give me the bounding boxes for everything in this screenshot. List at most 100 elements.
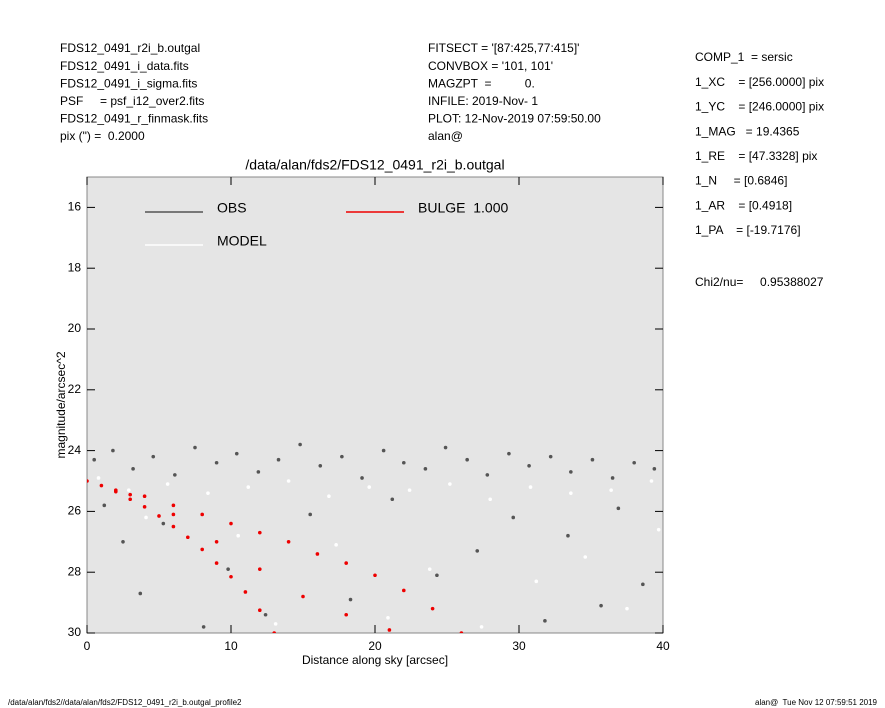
point <box>200 512 204 517</box>
point <box>243 590 248 594</box>
point <box>273 622 278 626</box>
point <box>344 612 349 617</box>
point <box>131 467 135 471</box>
point <box>138 591 143 596</box>
point <box>173 473 177 477</box>
point <box>308 512 313 517</box>
x-tick-label: 30 <box>512 639 526 653</box>
point <box>485 473 490 477</box>
point <box>142 505 147 509</box>
point <box>348 597 353 602</box>
y-axis-label: magnitude/arcsec^2 <box>54 351 68 458</box>
point <box>430 606 435 611</box>
header-line: FDS12_0491_r_finmask.fits <box>60 112 208 126</box>
point <box>402 460 406 465</box>
point <box>263 612 268 617</box>
points <box>87 442 661 633</box>
point <box>229 521 233 526</box>
chi2: Chi2/nu= 0.95388027 <box>695 275 824 289</box>
point <box>507 451 511 456</box>
point <box>649 479 654 483</box>
point <box>590 457 595 462</box>
header-line: INFILE: 2019-Nov- 1 <box>428 94 538 108</box>
point <box>126 488 131 492</box>
point <box>511 515 516 520</box>
point <box>327 494 331 499</box>
point <box>488 497 493 502</box>
point <box>656 527 661 532</box>
point <box>286 479 291 483</box>
point <box>258 530 262 535</box>
point <box>381 448 386 453</box>
point <box>301 594 305 599</box>
header-line: PLOT: 12-Nov-2019 07:59:50.00 <box>428 112 601 126</box>
point <box>423 467 428 471</box>
point <box>99 483 104 488</box>
point <box>171 512 176 517</box>
param-line: 1_PA = [-19.7176] <box>695 223 801 237</box>
point <box>610 476 615 480</box>
point <box>151 454 156 459</box>
point <box>407 488 412 492</box>
point <box>258 608 262 612</box>
param-line: 1_AR = [0.4918] <box>695 198 792 212</box>
y-tick-label: 22 <box>68 382 82 396</box>
legend-label: OBS <box>217 200 247 216</box>
point <box>286 540 291 544</box>
point <box>475 549 480 553</box>
point <box>236 533 240 538</box>
point <box>360 476 364 480</box>
y-tick-label: 24 <box>68 443 82 457</box>
point <box>632 460 636 465</box>
point <box>96 476 101 480</box>
y-tick-label: 16 <box>68 200 82 214</box>
x-axis-label: Distance along sky [arcsec] <box>302 653 448 667</box>
point <box>402 588 406 593</box>
point <box>543 619 547 623</box>
param-line: 1_N = [0.6846] <box>695 174 787 188</box>
point <box>390 497 395 502</box>
point <box>171 503 176 508</box>
point <box>258 567 262 571</box>
point <box>272 631 276 633</box>
point <box>334 543 338 547</box>
point <box>92 457 96 462</box>
param-line: 1_MAG = 19.4365 <box>695 124 800 138</box>
header-line: pix (") = 0.2000 <box>60 129 145 143</box>
point <box>214 561 219 565</box>
point <box>121 540 125 544</box>
point <box>641 582 645 587</box>
header-line: FDS12_0491_i_data.fits <box>60 59 189 73</box>
point <box>144 515 148 520</box>
param-line: 1_YC = [246.0000] pix <box>695 100 824 114</box>
point <box>373 573 377 578</box>
point <box>387 628 392 632</box>
point <box>367 485 372 489</box>
point <box>427 567 432 571</box>
point <box>201 625 206 629</box>
point <box>87 479 89 483</box>
point <box>435 573 439 578</box>
point <box>226 567 230 571</box>
point <box>234 451 239 456</box>
y-tick-label: 30 <box>68 625 82 639</box>
x-tick-label: 40 <box>656 639 670 653</box>
legend-label: MODEL <box>217 233 267 249</box>
point <box>229 574 233 579</box>
point <box>111 448 115 453</box>
point <box>157 514 161 518</box>
param-line: 1_RE = [47.3328] pix <box>695 149 817 163</box>
point <box>534 579 539 584</box>
point <box>128 492 132 497</box>
header-line: MAGZPT = 0. <box>428 76 535 90</box>
point <box>165 482 170 486</box>
header-line: PSF = psf_i12_over2.fits <box>60 94 204 108</box>
point <box>186 535 190 540</box>
point <box>386 616 390 620</box>
point <box>114 489 118 494</box>
point <box>193 445 197 450</box>
header-line: FDS12_0491_r2i_b.outgal <box>60 41 200 55</box>
point <box>200 547 204 552</box>
point <box>161 521 166 526</box>
